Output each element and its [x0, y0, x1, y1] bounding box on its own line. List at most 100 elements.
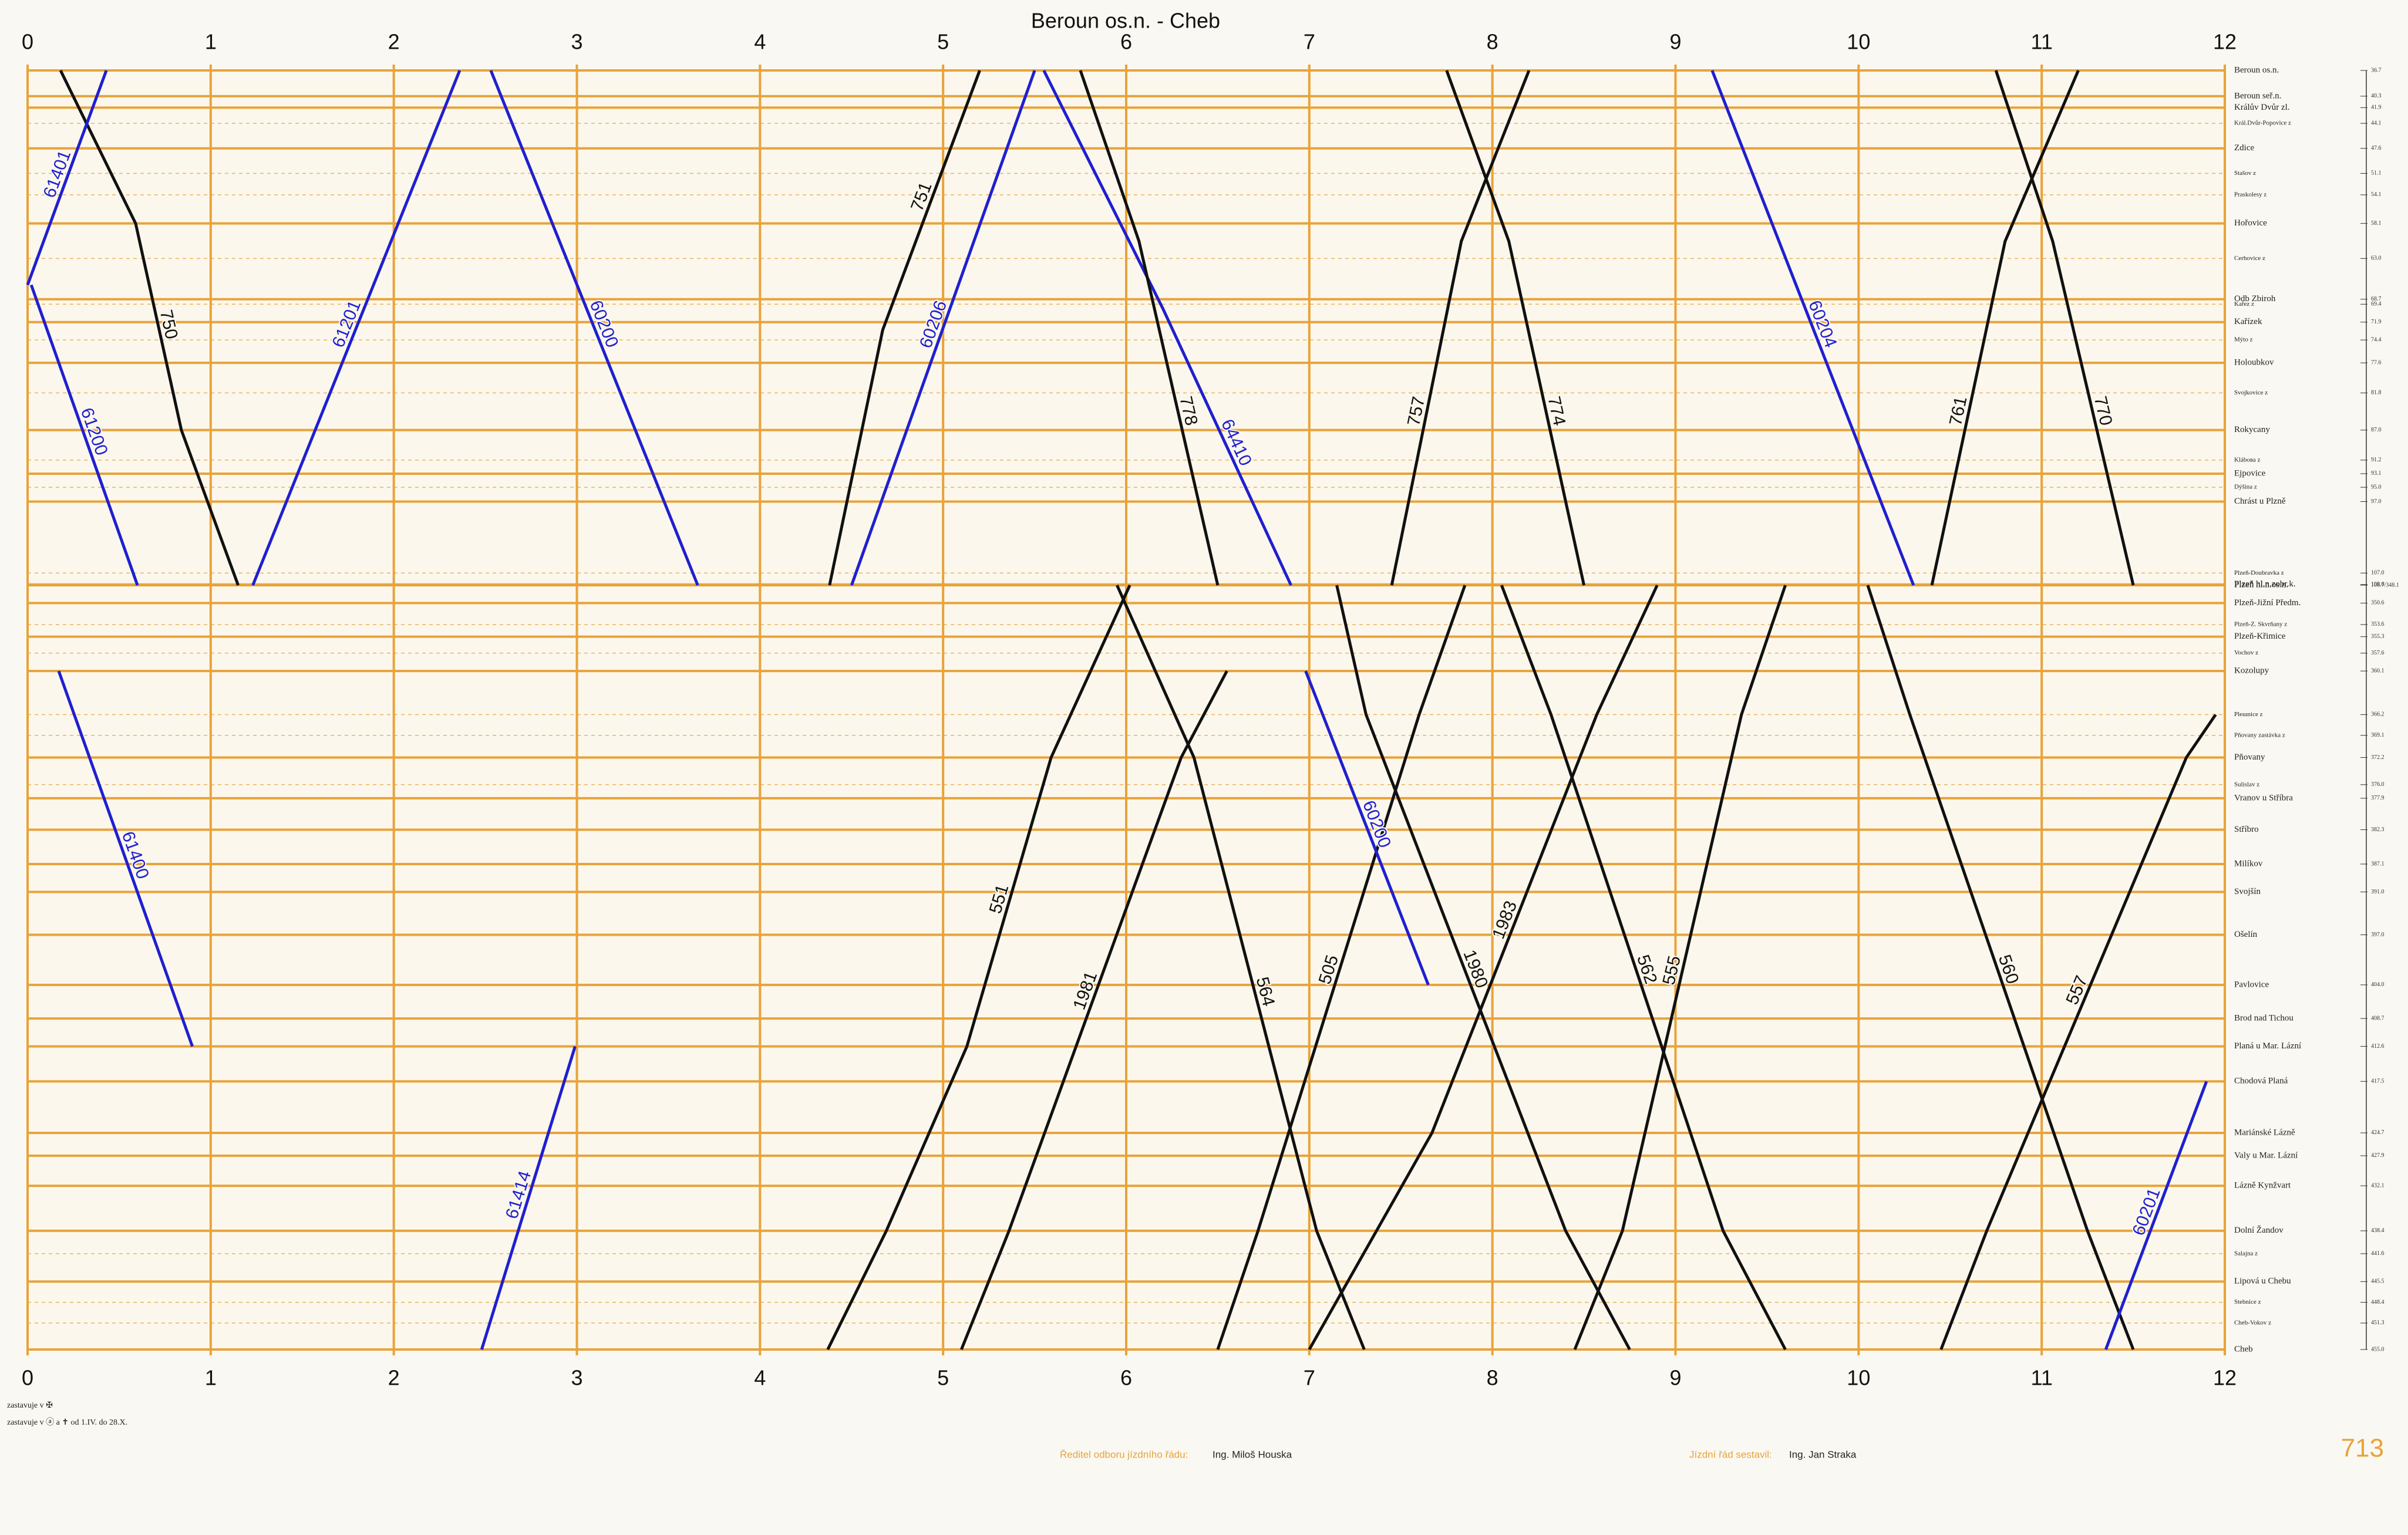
- station-name: Plzeň hl.n.zobr.k.: [2234, 579, 2296, 589]
- train-path: [1939, 713, 2217, 1350]
- station-km: 44.1: [2371, 120, 2382, 126]
- station-name: Holoubkov: [2234, 358, 2274, 367]
- station-km: 448.4: [2371, 1299, 2385, 1305]
- train-path: [57, 670, 194, 1047]
- station-name: Mýto z: [2234, 336, 2253, 343]
- station-km: 357.6: [2371, 650, 2385, 656]
- station-name: Stříbro: [2234, 825, 2259, 834]
- station-km: 412.6: [2371, 1043, 2385, 1050]
- station-name: Lipová u Chebu: [2234, 1277, 2291, 1286]
- x-tick-label: 0: [22, 1366, 33, 1390]
- station-km: 350.6: [2371, 600, 2385, 606]
- train-path: [1304, 670, 1430, 986]
- station-name: Plzeň-Jižní Předm.: [2234, 598, 2301, 608]
- x-tick-label: 5: [937, 1366, 949, 1390]
- x-tick-label: 8: [1487, 30, 1498, 54]
- station-km: 108.6: [2371, 581, 2385, 588]
- train-path: [1445, 70, 1586, 586]
- station-name: Lázně Kynžvart: [2234, 1181, 2291, 1190]
- station-name: Milíkov: [2234, 859, 2263, 868]
- x-tick-label: 12: [2213, 1366, 2237, 1390]
- train-number: 757: [1404, 395, 1429, 428]
- x-tick-label: 2: [388, 1366, 400, 1390]
- station-km: 74.4: [2371, 336, 2382, 343]
- station-km: 68.7: [2371, 296, 2382, 302]
- x-tick-label: 10: [1847, 30, 1870, 54]
- x-tick-label: 6: [1120, 30, 1132, 54]
- train-path: [1216, 585, 1467, 1350]
- station-km: 353.6: [2371, 621, 2385, 628]
- station-name: Cerhovice z: [2234, 255, 2265, 262]
- x-tick-label: 0: [22, 30, 33, 54]
- station-km: 391.0: [2371, 889, 2385, 895]
- train-path: [251, 70, 462, 586]
- x-tick-label: 7: [1304, 1366, 1315, 1390]
- train-path: [1930, 70, 2080, 586]
- x-tick-label: 4: [754, 1366, 766, 1390]
- station-km: 366.2: [2371, 711, 2385, 718]
- station-name: Kařez z: [2234, 301, 2254, 308]
- station-km: 41.9: [2371, 104, 2382, 111]
- station-km: 441.6: [2371, 1250, 2385, 1257]
- train-path: [480, 1045, 577, 1350]
- station-name: Kařízek: [2234, 317, 2262, 326]
- plot-border: [26, 69, 2226, 1351]
- station-name: Kozolupy: [2234, 666, 2269, 676]
- station-km: 77.6: [2371, 359, 2382, 366]
- station-km: 93.1: [2371, 470, 2382, 477]
- station-name: Mariánské Lázně: [2234, 1128, 2295, 1137]
- station-name: Ejpovice: [2234, 468, 2266, 478]
- train-path: [1390, 70, 1531, 586]
- station-km: 382.3: [2371, 826, 2385, 833]
- train-path: [1308, 584, 1659, 1351]
- station-km: 376.0: [2371, 781, 2385, 788]
- grid: [26, 65, 2226, 1355]
- station-name: Sulislav z: [2234, 781, 2259, 788]
- station-km: 397.0: [2371, 932, 2385, 938]
- station-km: 455.0: [2371, 1346, 2385, 1352]
- station-name: Ošelín: [2234, 930, 2258, 939]
- x-tick-label: 3: [571, 1366, 582, 1390]
- station-km: 97.0: [2371, 498, 2382, 505]
- x-tick-label: 8: [1487, 1366, 1498, 1390]
- page-number: 713: [2341, 1434, 2384, 1463]
- x-tick-label: 1: [205, 1366, 217, 1390]
- x-tick-label: 7: [1304, 30, 1315, 54]
- station-km: 445.5: [2371, 1278, 2385, 1285]
- x-tick-label: 11: [2030, 30, 2052, 54]
- x-tick-label: 3: [571, 30, 582, 54]
- station-name: Stebnice z: [2234, 1298, 2261, 1305]
- station-km: 71.9: [2371, 319, 2382, 325]
- station-name: Král.Dvůr-Popovice z: [2234, 120, 2291, 127]
- station-name: Pleшnice z: [2234, 711, 2263, 718]
- station-km: 95.0: [2371, 484, 2382, 490]
- station-name: Beroun os.n.: [2234, 65, 2279, 75]
- station-km: 404.0: [2371, 981, 2385, 988]
- x-tick-label: 9: [1669, 30, 1681, 54]
- station-km: 432.1: [2371, 1182, 2385, 1189]
- station-name: Pňovany: [2234, 753, 2265, 762]
- station-km: 387.1: [2371, 861, 2385, 867]
- chart-title: Beroun os.n. - Cheb: [1031, 9, 1220, 33]
- x-tick-label: 9: [1669, 1366, 1681, 1390]
- train-path: [959, 670, 1228, 1350]
- footnote: zastavuje v ⓐ a ✝ od 1.IV. do 28.X.: [7, 1418, 127, 1427]
- station-km: 51.1: [2371, 170, 2382, 177]
- station-name: Dýšina z: [2234, 484, 2257, 491]
- station-name: Kláboва z: [2234, 456, 2261, 463]
- station-name: Vranov u Stříbra: [2234, 793, 2293, 802]
- train-path: [1994, 70, 2135, 586]
- station-name: Dolní Žandov: [2234, 1225, 2284, 1235]
- station-name: Králův Dvůr zl.: [2234, 103, 2290, 112]
- train-path: [1573, 585, 1787, 1350]
- station-km: 107.0: [2371, 570, 2385, 576]
- station-name: Plzeň-Z. Skvrňany z: [2234, 620, 2287, 628]
- station-km: 424.7: [2371, 1129, 2385, 1136]
- train-path: [850, 70, 1036, 586]
- station-name: Plzeň-Doubravka z: [2234, 569, 2284, 576]
- train-path: [29, 284, 139, 586]
- station-km: 408.7: [2371, 1015, 2385, 1021]
- x-tick-label: 6: [1120, 1366, 1132, 1390]
